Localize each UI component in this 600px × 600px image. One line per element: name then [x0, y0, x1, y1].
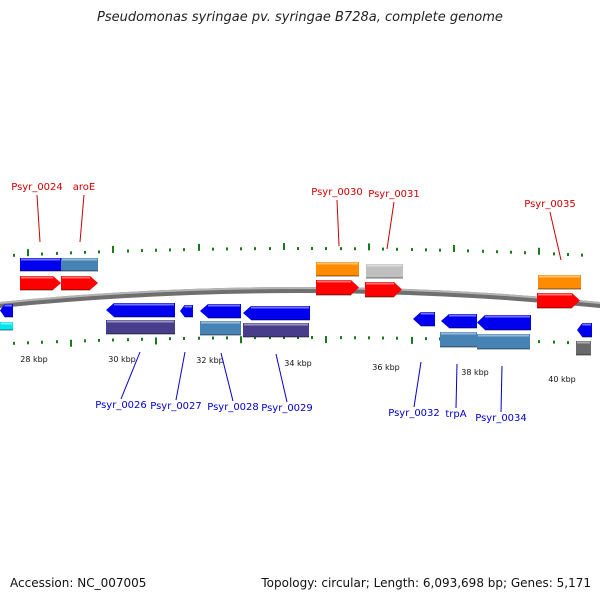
- gene-arrow-psyr-0027[interactable]: [180, 305, 193, 317]
- gene-label-bottom[interactable]: Psyr_0029: [261, 403, 313, 414]
- gene-box-psyr-0024[interactable]: [20, 258, 61, 271]
- gene-arrow-psyr-0031[interactable]: [365, 282, 402, 297]
- gene-arrow-psyr-0034[interactable]: [477, 315, 531, 330]
- genome-backbone-highlight: [0, 287, 600, 305]
- scale-label: 28 kbp: [20, 355, 48, 364]
- accession-text: Accession: NC_007005: [10, 576, 147, 590]
- gene-arrow-psyr-0026[interactable]: [106, 303, 175, 317]
- gene-arrow-left-edge[interactable]: [0, 304, 13, 317]
- gene-label-bottom[interactable]: Psyr_0034: [475, 413, 527, 424]
- scale-label: 30 kbp: [108, 355, 136, 364]
- gene-label-top[interactable]: Psyr_0031: [368, 189, 420, 200]
- leader-line-top: [36, 194, 41, 243]
- gene-arrow-psyr-0028[interactable]: [200, 304, 241, 318]
- leader-line-top: [386, 201, 395, 250]
- leader-line-bottom: [120, 351, 141, 400]
- gene-arrow-trpA[interactable]: [441, 314, 477, 328]
- gene-box-psyr-0034[interactable]: [477, 334, 530, 349]
- genome-backbone: [0, 287, 600, 309]
- scale-label: 38 kbp: [461, 368, 489, 377]
- gene-box-psyr-0030[interactable]: [316, 262, 359, 276]
- scale-label: 34 kbp: [284, 359, 312, 368]
- gene-arrow-psyr-0024[interactable]: [20, 276, 61, 290]
- leader-line-top: [79, 194, 85, 243]
- leader-line-bottom: [455, 363, 458, 409]
- leader-line-bottom: [220, 352, 234, 402]
- scale-label: 40 kbp: [548, 375, 576, 384]
- gene-label-bottom[interactable]: trpA: [445, 409, 466, 420]
- gene-box-psyr-0029[interactable]: [243, 323, 309, 337]
- gene-arrow-psyr-0029[interactable]: [243, 306, 310, 320]
- scale-label: 36 kbp: [372, 363, 400, 372]
- gene-box-aroE[interactable]: [61, 258, 98, 271]
- gene-box-right-edge[interactable]: [576, 341, 591, 355]
- gene-label-bottom[interactable]: Psyr_0032: [388, 408, 440, 419]
- leader-line-bottom: [413, 361, 422, 408]
- gene-box-psyr-0035[interactable]: [538, 275, 581, 289]
- scale-label: 32 kbp: [196, 356, 224, 365]
- genome-stats-text: Topology: circular; Length: 6,093,698 bp…: [261, 576, 591, 590]
- gene-arrow-psyr-0035[interactable]: [537, 293, 580, 308]
- leader-line-top: [549, 211, 562, 261]
- gene-arrow-psyr-0032[interactable]: [413, 312, 435, 326]
- gene-label-top[interactable]: Psyr_0030: [311, 187, 363, 198]
- gene-box-left-edge[interactable]: [0, 322, 13, 330]
- gene-label-top[interactable]: Psyr_0024: [11, 182, 63, 193]
- leader-line-bottom: [500, 365, 503, 413]
- gene-label-bottom[interactable]: Psyr_0027: [150, 401, 202, 412]
- gene-label-bottom[interactable]: Psyr_0026: [95, 400, 147, 411]
- genome-title: Pseudomonas syringae pv. syringae B728a,…: [97, 10, 503, 25]
- gene-arrow-right-edge[interactable]: [577, 323, 592, 337]
- gene-box-psyr-0026[interactable]: [106, 320, 175, 334]
- leader-line-bottom: [275, 353, 288, 403]
- leader-line-bottom: [175, 351, 186, 401]
- gene-box-psyr-0028[interactable]: [200, 321, 241, 335]
- gene-box-psyr-0031[interactable]: [366, 264, 403, 278]
- gene-label-top[interactable]: Psyr_0035: [524, 199, 576, 210]
- gene-arrow-psyr-0030[interactable]: [316, 280, 359, 295]
- gene-label-top[interactable]: aroE: [73, 182, 95, 193]
- gene-arrow-aroE[interactable]: [61, 276, 98, 290]
- gene-box-trpA[interactable]: [440, 332, 477, 347]
- leader-line-top: [336, 199, 340, 247]
- gene-label-bottom[interactable]: Psyr_0028: [207, 402, 259, 413]
